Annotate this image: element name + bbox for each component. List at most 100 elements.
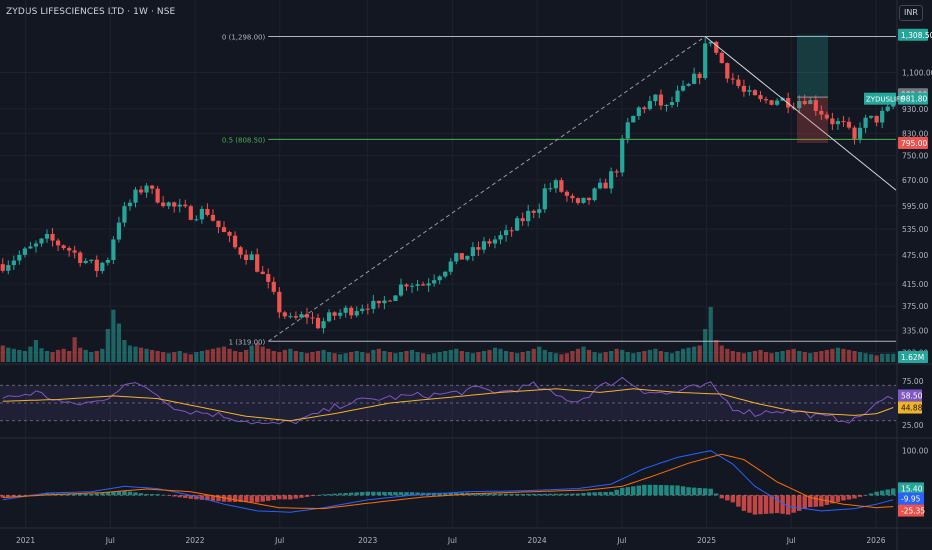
volume-bar bbox=[631, 353, 636, 362]
macd-histogram-bar bbox=[11, 495, 17, 497]
candle-body bbox=[83, 260, 88, 263]
candle-body bbox=[293, 316, 299, 318]
volume-bar bbox=[503, 351, 509, 362]
position-profit-zone bbox=[797, 34, 828, 98]
macd-histogram-bar bbox=[127, 491, 133, 496]
macd-histogram-bar bbox=[553, 493, 559, 496]
macd-histogram-bar bbox=[608, 491, 614, 496]
time-tick-label: Jul bbox=[274, 536, 284, 545]
volume-bar bbox=[155, 351, 160, 362]
macd-histogram-bar bbox=[83, 493, 88, 496]
volume-bar bbox=[144, 348, 149, 362]
candle-body bbox=[498, 235, 503, 240]
macd-histogram-bar bbox=[835, 495, 841, 502]
volume-bar bbox=[365, 353, 370, 362]
macd-histogram-bar bbox=[238, 495, 243, 503]
volume-bar bbox=[326, 352, 332, 362]
candle-body bbox=[232, 235, 238, 248]
volume-bar bbox=[509, 352, 514, 362]
candle-body bbox=[730, 78, 735, 80]
volume-bar bbox=[315, 351, 321, 362]
candle-body bbox=[880, 110, 885, 123]
macd-histogram-bar bbox=[559, 493, 564, 496]
macd-histogram-bar bbox=[868, 493, 874, 496]
candle-body bbox=[758, 95, 763, 100]
currency-button[interactable]: INR bbox=[899, 5, 923, 21]
candle-body bbox=[487, 241, 492, 244]
macd-histogram-bar bbox=[719, 495, 724, 499]
volume-bar bbox=[50, 352, 55, 362]
volume-bar bbox=[28, 346, 33, 362]
macd-histogram-bar bbox=[476, 493, 481, 496]
candle-body bbox=[874, 115, 879, 123]
candle-body bbox=[22, 248, 27, 255]
stop-price-label: 795.00 bbox=[901, 139, 927, 148]
price-tick-label: 595.00 bbox=[902, 202, 928, 211]
macd-tick-label: 100.00 bbox=[902, 447, 928, 456]
candle-body bbox=[548, 188, 553, 190]
symbol-badge-bg bbox=[864, 92, 896, 105]
macd-histogram-bar bbox=[72, 493, 77, 496]
candle-body bbox=[354, 311, 359, 316]
volume-bar bbox=[703, 329, 708, 362]
candle-body bbox=[221, 227, 227, 233]
macd-histogram-bar bbox=[736, 495, 741, 507]
price-tick-label: 750.00 bbox=[902, 152, 928, 161]
candle-body bbox=[28, 246, 33, 249]
candle-body bbox=[415, 284, 420, 286]
volume-bar bbox=[553, 353, 558, 362]
volume-bar bbox=[404, 351, 409, 362]
candle-body bbox=[885, 106, 890, 111]
volume-bar bbox=[188, 354, 193, 362]
candle-body bbox=[194, 219, 199, 221]
last-price-label-bg bbox=[898, 92, 928, 105]
candle-body bbox=[271, 281, 276, 292]
candle-body bbox=[326, 312, 332, 322]
volume-bar bbox=[0, 345, 5, 362]
candle-body bbox=[669, 102, 675, 105]
candle-body bbox=[769, 100, 774, 105]
volume-bar bbox=[481, 351, 487, 362]
candle-body bbox=[542, 188, 547, 210]
volume-bar bbox=[161, 352, 166, 362]
volume-bar bbox=[183, 353, 188, 362]
volume-bar bbox=[747, 352, 752, 362]
candle-body bbox=[315, 317, 321, 329]
volume-bar bbox=[321, 349, 326, 362]
volume-bar bbox=[448, 349, 453, 362]
volume-bar bbox=[216, 347, 221, 362]
candle-body bbox=[288, 316, 293, 318]
macd-histogram-bar bbox=[304, 495, 310, 497]
volume-bar bbox=[658, 351, 664, 362]
macd-histogram-bar bbox=[94, 493, 100, 496]
volume-bar bbox=[891, 353, 896, 362]
candle-body bbox=[409, 285, 415, 287]
volume-bar bbox=[166, 353, 171, 362]
macd-histogram-bar bbox=[769, 495, 774, 514]
macd-histogram-bar bbox=[249, 495, 254, 503]
volume-bar bbox=[354, 351, 359, 362]
macd-histogram-bar bbox=[730, 495, 736, 503]
macd-histogram-bar bbox=[105, 492, 111, 496]
candle-body bbox=[537, 209, 542, 213]
candle-body bbox=[149, 185, 155, 189]
candle-body bbox=[138, 189, 144, 193]
macd-histogram-bar bbox=[653, 484, 658, 496]
fib-level-label: 0.5 (808.50) bbox=[222, 136, 266, 144]
macd-histogram-bar bbox=[160, 494, 166, 496]
candles bbox=[0, 37, 896, 334]
price-tick-label: 335.00 bbox=[902, 327, 928, 336]
candle-body bbox=[614, 171, 619, 173]
rsi-value-bg bbox=[898, 389, 922, 402]
candle-body bbox=[686, 83, 691, 86]
candle-body bbox=[570, 195, 575, 199]
volume-label-bg bbox=[898, 351, 928, 363]
volume-bar bbox=[520, 352, 525, 362]
volume-bar bbox=[620, 349, 625, 362]
candle-body bbox=[664, 104, 669, 106]
candle-body bbox=[11, 260, 16, 266]
target-price-label: 1,308.50 bbox=[901, 31, 932, 40]
macd-histogram-bar bbox=[642, 484, 647, 496]
price-axis: 1,100.00 930.00 830.00 750.00 670.00 595.00 53… bbox=[902, 68, 932, 357]
